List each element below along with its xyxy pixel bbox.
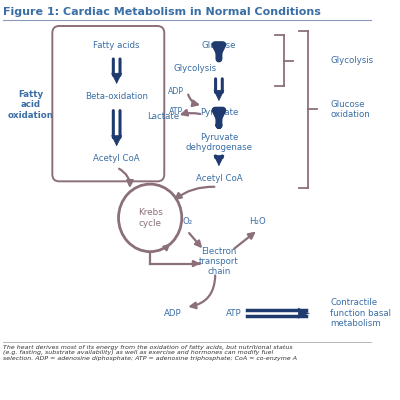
Text: Glycolysis: Glycolysis: [173, 64, 216, 74]
Text: Pyruvate: Pyruvate: [200, 108, 238, 117]
Text: The heart derives most of its energy from the oxidation of fatty acids, but nutr: The heart derives most of its energy fro…: [3, 344, 297, 361]
Text: Beta-oxidation: Beta-oxidation: [85, 92, 148, 101]
Text: ATP: ATP: [226, 309, 242, 318]
Text: Acetyl CoA: Acetyl CoA: [196, 174, 242, 183]
Text: Fatty
acid
oxidation: Fatty acid oxidation: [8, 90, 53, 120]
Text: ADP: ADP: [168, 88, 184, 96]
Text: Contractile
function basal
metabolism: Contractile function basal metabolism: [330, 298, 392, 328]
Text: Fatty acids: Fatty acids: [94, 40, 140, 50]
Text: Krebs
cycle: Krebs cycle: [138, 208, 162, 228]
Text: Figure 1: Cardiac Metabolism in Normal Conditions: Figure 1: Cardiac Metabolism in Normal C…: [2, 7, 320, 17]
Text: ADP: ADP: [164, 309, 181, 318]
Text: H₂O: H₂O: [250, 217, 266, 226]
Text: O₂: O₂: [182, 217, 192, 226]
Text: Lactate: Lactate: [147, 112, 179, 121]
Text: ATP: ATP: [169, 107, 183, 116]
Text: Glucose
oxidation: Glucose oxidation: [330, 100, 370, 119]
Text: Electron
transport
chain: Electron transport chain: [199, 247, 239, 276]
Text: Pyruvate
dehydrogenase: Pyruvate dehydrogenase: [186, 133, 252, 152]
Text: Acetyl CoA: Acetyl CoA: [93, 154, 140, 163]
Text: Glycolysis: Glycolysis: [330, 56, 374, 65]
Text: Glucose: Glucose: [202, 40, 236, 50]
